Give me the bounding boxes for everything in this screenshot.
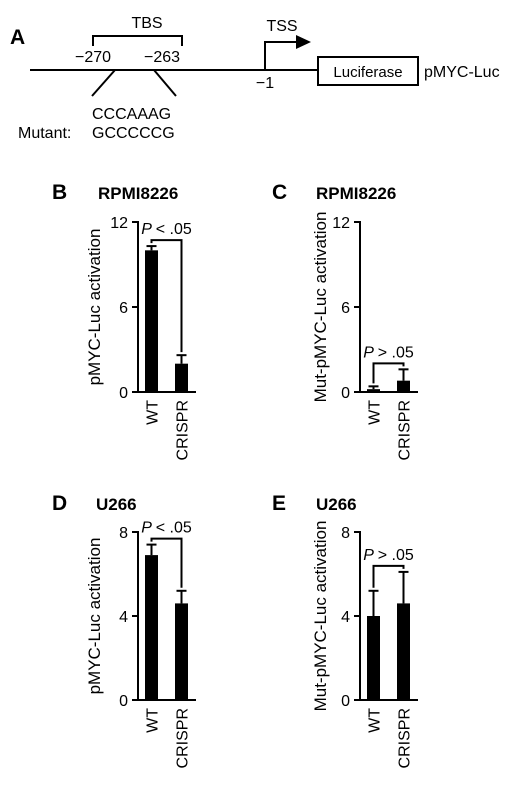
panel-a: A TBS −270 −263 TSS −1 Luciferase pMYC-L… (10, 15, 500, 142)
panel-d-y-tick-label: 0 (119, 693, 128, 710)
panel-d-x-tick-label: CRISPR (175, 708, 192, 768)
panel-b-p-value: P < .05 (141, 221, 192, 238)
panel-c-p-value: P > .05 (363, 344, 414, 361)
tbs-label: TBS (131, 15, 162, 32)
luciferase-label: Luciferase (333, 64, 402, 81)
luciferase-box (317, 56, 419, 86)
tss-arrowhead-icon (296, 35, 311, 49)
panel-d-significance-bracket (150, 537, 183, 588)
construct-label: pMYC-Luc (424, 64, 500, 81)
pos-end-label: −263 (144, 49, 180, 66)
panel-c-x-tick-label: CRISPR (397, 400, 414, 460)
panel-d-title: U266 (96, 495, 137, 514)
wt-sequence: CCCAAAG (92, 106, 171, 123)
panel-b-title: RPMI8226 (98, 184, 178, 203)
panel-b-significance-bracket (150, 239, 183, 353)
panel-d-chart: D U266 pMYC-Luc activation 0 4 8 WT CRISPR P … (52, 492, 196, 768)
panel-e-p-value: P > .05 (363, 547, 414, 564)
panel-c-letter: C (272, 181, 287, 204)
panel-e-x-tick-label: CRISPR (397, 708, 414, 768)
panel-b-letter: B (52, 181, 67, 204)
panel-d-y-axis-label: pMYC-Luc activation (85, 538, 104, 695)
panel-c-bar-crispr (397, 380, 410, 392)
panel-a-letter: A (10, 26, 25, 49)
panel-d-y-tick-label: 8 (119, 525, 128, 542)
panel-e-y-tick-label: 4 (341, 609, 350, 626)
tbs-bracket (92, 35, 183, 46)
panel-e-bar-wt (367, 616, 380, 700)
panel-d-x-tick-label: WT (145, 708, 162, 733)
panel-b-y-tick-label: 6 (119, 300, 128, 317)
panel-e-x-tick-label: WT (367, 708, 384, 733)
panel-d-y-tick-label: 4 (119, 609, 128, 626)
panel-b-y-axis-label: pMYC-Luc activation (85, 229, 104, 386)
panel-c-y-axis-label: Mut-pMYC-Luc activation (311, 212, 330, 403)
panel-b-bar-wt (145, 250, 158, 392)
panel-e-title: U266 (316, 495, 357, 514)
panel-d-p-value: P < .05 (141, 520, 192, 537)
panel-e-y-tick-label: 8 (341, 525, 350, 542)
panel-b-y-tick-label: 0 (119, 385, 128, 402)
panel-c-x-tick-label: WT (367, 400, 384, 425)
panel-d-bar-wt (145, 555, 158, 700)
panel-b-bar-crispr (175, 363, 188, 392)
panel-e-bar-crispr (397, 603, 410, 700)
mutant-sequence: GCCCCCG (92, 125, 175, 142)
tss-label: TSS (266, 18, 297, 35)
zoom-line-left (91, 69, 116, 97)
zoom-line-right (153, 69, 177, 97)
panel-c-title: RPMI8226 (316, 184, 396, 203)
tss-pos-label: −1 (256, 75, 274, 92)
panel-c-chart: C RPMI8226 Mut-pMYC-Luc activation 0 6 12 W… (272, 181, 418, 460)
panel-c-y-tick-label: 12 (332, 215, 350, 232)
tss-arrow-stem (264, 41, 298, 70)
panel-c-significance-bracket (372, 362, 405, 384)
panel-e-chart: E U266 Mut-pMYC-Luc activation 0 4 8 WT CRIS… (272, 492, 418, 768)
mutant-label: Mutant: (18, 125, 71, 142)
panel-e-y-tick-label: 0 (341, 693, 350, 710)
panel-e-letter: E (272, 492, 286, 515)
pos-start-label: −270 (75, 49, 111, 66)
panel-e-significance-bracket (372, 564, 405, 588)
panel-b-x-tick-label: WT (145, 400, 162, 425)
panel-b-y-tick-label: 12 (110, 215, 128, 232)
panel-c-y-tick-label: 0 (341, 385, 350, 402)
panel-c-y-tick-label: 6 (341, 300, 350, 317)
panel-b-x-tick-label: CRISPR (175, 400, 192, 460)
panel-c-bar-wt (367, 389, 380, 392)
panel-d-letter: D (52, 492, 67, 515)
panel-e-y-axis-label: Mut-pMYC-Luc activation (311, 521, 330, 712)
panel-b-chart: B RPMI8226 pMYC-Luc activation 0 6 12 WT CRI… (52, 181, 196, 460)
panel-d-bar-crispr (175, 603, 188, 700)
